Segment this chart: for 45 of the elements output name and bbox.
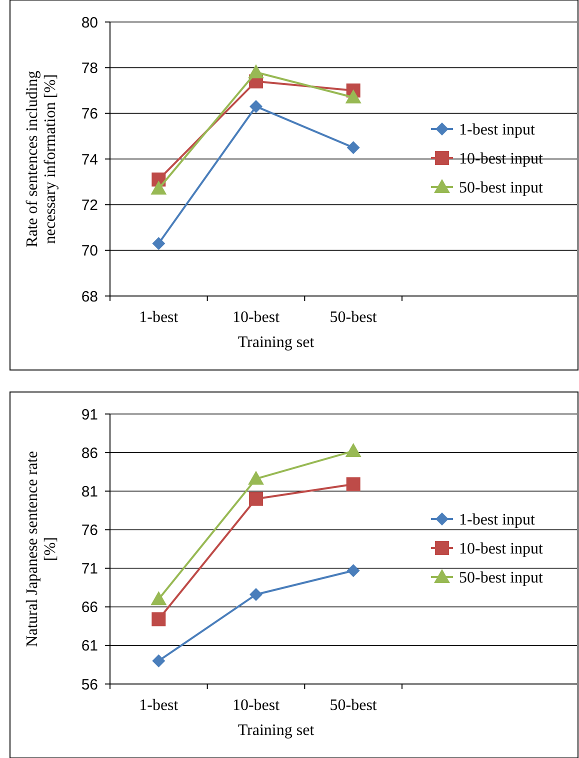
x-axis-title: Training set — [238, 722, 315, 739]
y-tick-label: 78 — [81, 60, 98, 77]
x-tick-label: 1-best — [139, 309, 179, 326]
y-tick-label: 91 — [81, 406, 98, 424]
x-tick-label: 10-best — [232, 309, 280, 326]
point — [150, 591, 167, 606]
legend-label: 10-best input — [459, 540, 544, 558]
point — [249, 492, 263, 506]
legend-label: 50-best input — [459, 570, 544, 587]
point — [152, 612, 166, 626]
point — [250, 100, 262, 113]
point — [346, 141, 360, 154]
x-tick-label: 1-best — [139, 697, 179, 714]
y-tick-label: 86 — [81, 444, 98, 462]
y-tick-label: 70 — [81, 242, 98, 260]
point — [346, 564, 360, 578]
point — [248, 470, 264, 485]
legend-label: 1-best input — [459, 122, 536, 139]
legend-label: 50-best input — [459, 180, 544, 197]
point — [150, 180, 167, 195]
y-tick-label: 81 — [81, 483, 98, 500]
y-tick-label: 76 — [81, 106, 98, 123]
y-tick-label: 56 — [81, 676, 98, 694]
y-axis-title: Rate of sentences including necessary information [%] — [24, 70, 59, 248]
point — [345, 89, 362, 104]
x-axis-title: Training set — [238, 334, 315, 351]
y-tick-label: 74 — [81, 151, 98, 168]
point — [152, 654, 166, 668]
y-tick-label: 80 — [81, 14, 98, 32]
y-tick-label: 72 — [81, 196, 98, 214]
y-tick-label: 71 — [81, 560, 98, 578]
point — [152, 236, 166, 250]
y-axis-title: Natural Japanese sentence rate [%] — [24, 451, 59, 647]
x-tick-label: 50-best — [330, 309, 378, 326]
point — [248, 64, 264, 78]
y-tick-label: 68 — [81, 288, 98, 306]
point — [250, 588, 262, 602]
x-tick-label: 10-best — [232, 697, 280, 714]
point — [346, 477, 360, 492]
y-tick-label: 76 — [81, 522, 98, 539]
legend-label: 1-best input — [459, 512, 536, 529]
x-tick-label: 50-best — [330, 697, 378, 714]
y-tick-label: 61 — [81, 638, 98, 655]
point — [345, 443, 362, 458]
y-tick-label: 66 — [81, 599, 98, 616]
